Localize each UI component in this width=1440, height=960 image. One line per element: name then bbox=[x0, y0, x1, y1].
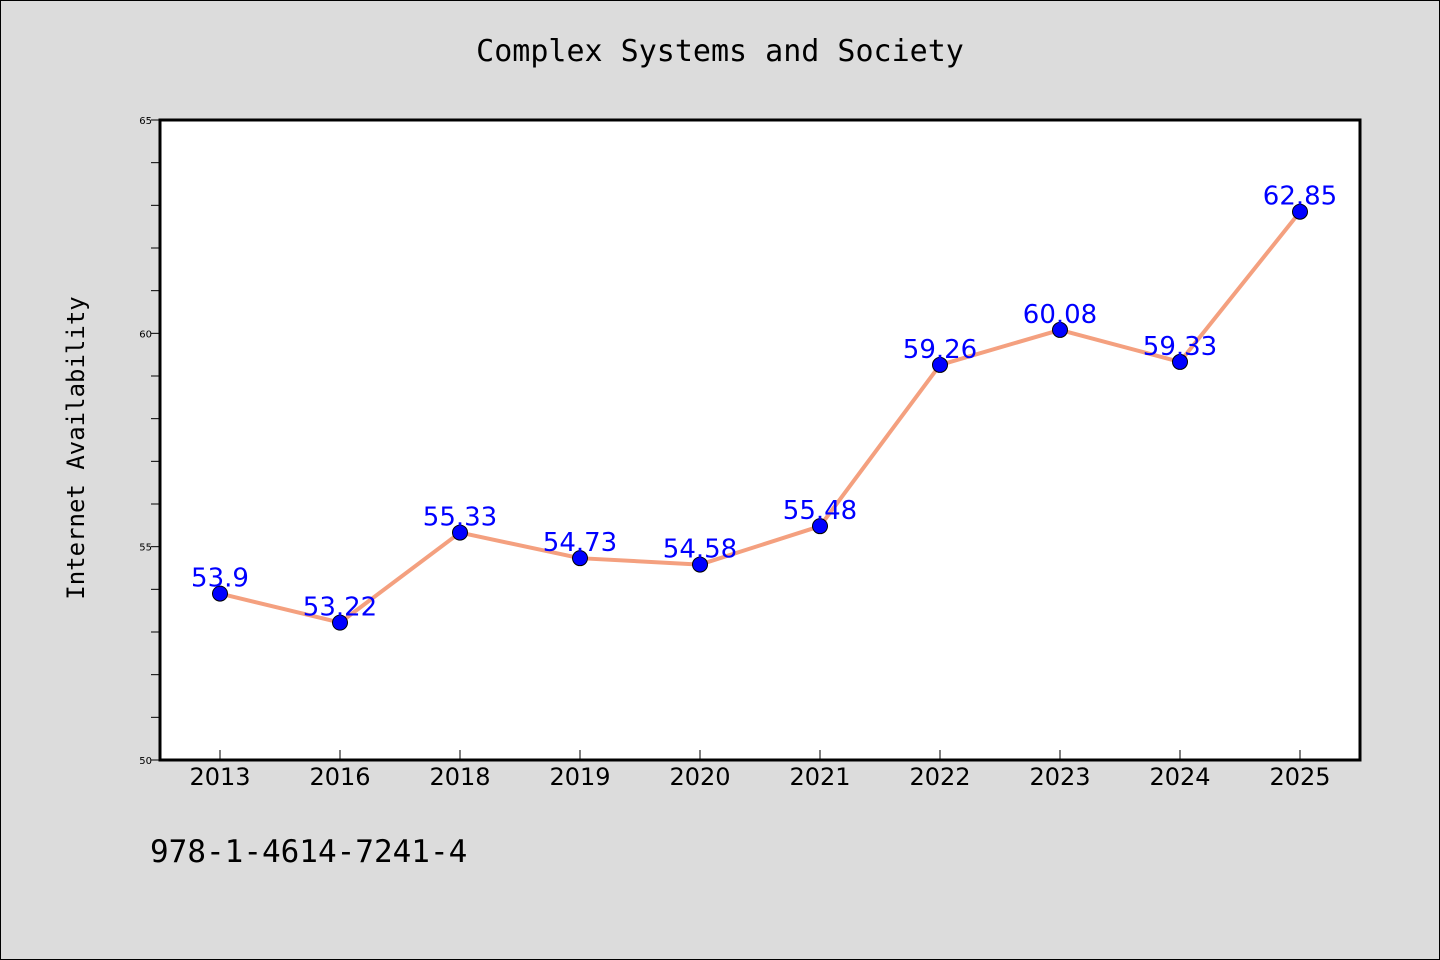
data-labels: 53.9 53.22 55.33 54.73 54.58 55.48 59.26 60.08 5… bbox=[191, 182, 1337, 623]
y-tick-label: 65 bbox=[139, 116, 152, 127]
y-tick-label: 60 bbox=[139, 329, 152, 340]
data-label: 55.48 bbox=[783, 496, 857, 526]
x-axis-ticks: 2013 2016 2018 2019 2020 2021 2022 2023 2024 2025 bbox=[189, 750, 1331, 791]
data-point bbox=[812, 518, 828, 535]
x-tick-label: 2022 bbox=[909, 763, 970, 791]
data-point bbox=[692, 556, 708, 573]
y-tick-label: 50 bbox=[139, 756, 152, 767]
x-tick-label: 2019 bbox=[549, 763, 610, 791]
x-tick-label: 2020 bbox=[669, 763, 730, 791]
data-markers bbox=[212, 203, 1308, 631]
plot-area bbox=[160, 120, 1360, 760]
data-point bbox=[1052, 321, 1068, 338]
data-label: 59.33 bbox=[1143, 332, 1217, 362]
data-label: 54.58 bbox=[663, 535, 737, 565]
data-label: 53.22 bbox=[303, 593, 377, 623]
y-axis-ticks: 50 55 60 65 bbox=[139, 116, 160, 767]
footer-code: 978-1-4614-7241-4 bbox=[150, 834, 468, 870]
data-point bbox=[332, 614, 348, 631]
data-label: 54.73 bbox=[543, 528, 617, 558]
series-line bbox=[218, 209, 1302, 625]
data-label: 55.33 bbox=[423, 503, 497, 533]
data-label: 62.85 bbox=[1263, 182, 1337, 212]
data-label: 60.08 bbox=[1023, 300, 1097, 330]
chart-title: Complex Systems and Society bbox=[476, 34, 964, 69]
data-point bbox=[452, 524, 468, 541]
data-label: 53.9 bbox=[191, 564, 249, 594]
x-tick-label: 2023 bbox=[1029, 763, 1090, 791]
x-tick-label: 2021 bbox=[789, 763, 850, 791]
x-tick-label: 2016 bbox=[309, 763, 370, 791]
x-tick-label: 2018 bbox=[429, 763, 490, 791]
data-label: 59.26 bbox=[903, 335, 977, 365]
data-point bbox=[932, 356, 948, 373]
x-tick-label: 2013 bbox=[189, 763, 250, 791]
x-tick-label: 2025 bbox=[1269, 763, 1330, 791]
data-point bbox=[1292, 203, 1308, 220]
y-tick-label: 55 bbox=[139, 543, 152, 554]
plot-border bbox=[158, 118, 1362, 762]
data-point bbox=[572, 550, 588, 567]
data-point bbox=[1172, 353, 1188, 370]
data-point bbox=[212, 585, 228, 602]
x-tick-label: 2024 bbox=[1149, 763, 1210, 791]
